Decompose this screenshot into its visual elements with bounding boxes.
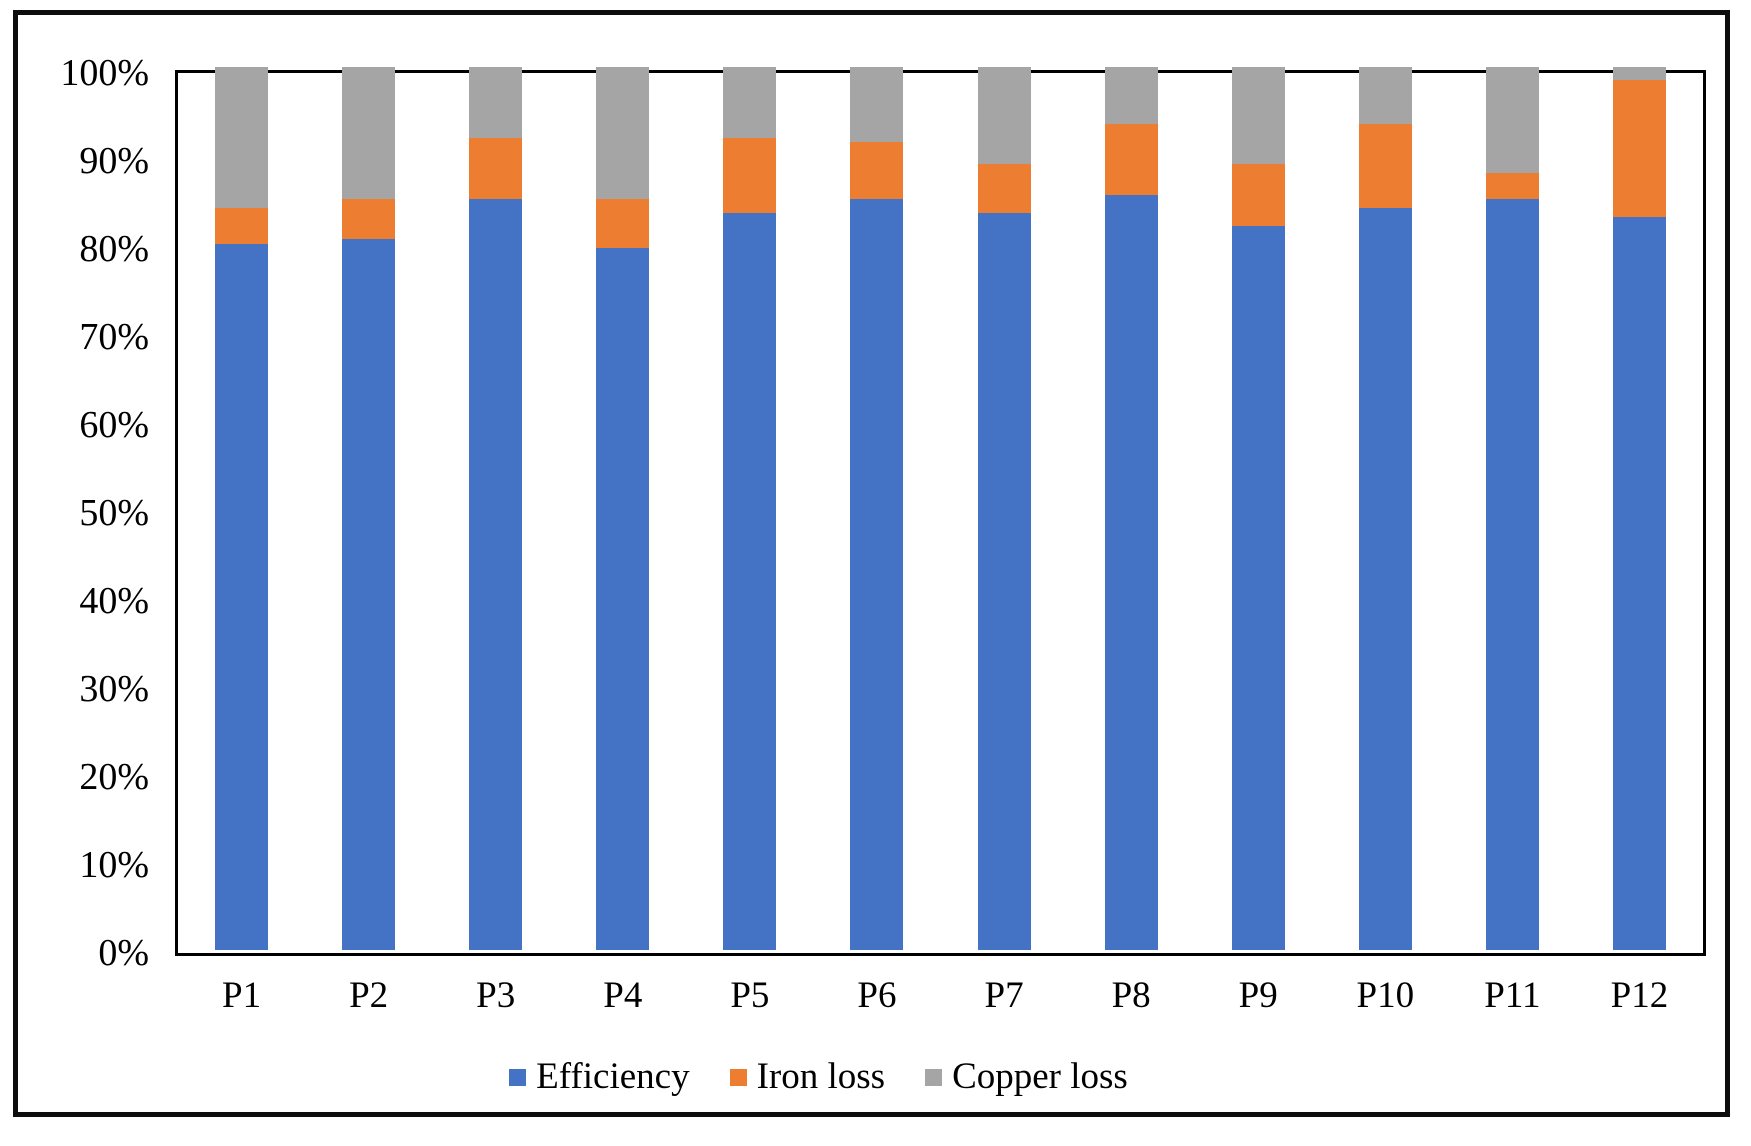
x-tick-label: P9 <box>1238 975 1278 1016</box>
x-tick-label: P10 <box>1356 975 1415 1016</box>
legend-item-copper-loss: Copper loss <box>925 1055 1128 1099</box>
bar-segment-iron-loss <box>1485 172 1539 200</box>
x-tick-label: P7 <box>984 975 1024 1016</box>
bar-p1 <box>215 67 269 950</box>
bar-segment-iron-loss <box>596 199 650 249</box>
bar-slot <box>305 67 432 953</box>
bar-segment-copper-loss <box>342 67 396 200</box>
y-tick-label: 20% <box>79 756 149 798</box>
bar-segment-efficiency <box>1231 225 1285 950</box>
legend-swatch-icon <box>509 1068 527 1086</box>
legend-label: Efficiency <box>536 1056 690 1097</box>
legend-label: Copper loss <box>952 1056 1128 1097</box>
bar-segment-copper-loss <box>1485 67 1539 173</box>
bar-p11 <box>1485 67 1539 950</box>
bar-slot <box>1068 67 1195 953</box>
x-axis: P1 P2 P3 P4 P5 P6 P7 P8 P9 P10 P11 P12 <box>178 956 1703 1016</box>
legend-label: Iron loss <box>756 1056 886 1097</box>
bar-segment-efficiency <box>596 248 650 950</box>
bar-segment-efficiency <box>342 239 396 950</box>
x-tick-label: P11 <box>1484 975 1541 1016</box>
bar-slot <box>940 67 1067 953</box>
y-tick-label: 30% <box>79 668 149 710</box>
bar-segment-copper-loss <box>850 67 904 143</box>
y-tick-label: 90% <box>79 140 149 182</box>
plot-bars <box>178 67 1703 953</box>
y-tick-label: 50% <box>79 492 149 534</box>
bar-segment-iron-loss <box>977 164 1031 213</box>
plot-area <box>175 67 1706 956</box>
bar-slot <box>686 67 813 953</box>
bar-segment-copper-loss <box>1612 67 1666 81</box>
bar-segment-iron-loss <box>723 137 777 213</box>
y-axis: 0% 10% 20% 30% 40% 50% 60% 70% 80% 90% 100% <box>18 52 149 974</box>
bar-segment-copper-loss <box>723 67 777 138</box>
y-tick-label: 40% <box>79 580 149 622</box>
bar-segment-iron-loss <box>1231 164 1285 226</box>
bar-slot <box>1195 67 1322 953</box>
chart-outer-frame: 0% 10% 20% 30% 40% 50% 60% 70% 80% 90% 100% P1 P2 P3… <box>13 10 1730 1117</box>
bar-segment-iron-loss <box>1358 124 1412 209</box>
bar-p12 <box>1612 67 1666 950</box>
legend-item-iron-loss: Iron loss <box>729 1055 886 1099</box>
bar-segment-efficiency <box>850 199 904 950</box>
bar-p3 <box>469 67 523 950</box>
bar-segment-efficiency <box>1612 217 1666 950</box>
bar-segment-copper-loss <box>1104 67 1158 125</box>
bar-slot <box>1576 67 1703 953</box>
bar-p4 <box>596 67 650 950</box>
x-tick-label: P3 <box>476 975 516 1016</box>
bar-p7 <box>977 67 1031 950</box>
bar-p2 <box>342 67 396 950</box>
bar-segment-iron-loss <box>850 142 904 200</box>
bar-segment-copper-loss <box>469 67 523 138</box>
bar-slot <box>432 67 559 953</box>
y-tick-label: 100% <box>60 52 149 94</box>
bar-segment-copper-loss <box>1231 67 1285 165</box>
bar-slot <box>1449 67 1576 953</box>
bar-segment-efficiency <box>723 212 777 950</box>
bar-slot <box>1322 67 1449 953</box>
x-tick-label: P1 <box>221 975 262 1016</box>
bar-segment-efficiency <box>469 199 523 950</box>
x-tick-label: P5 <box>730 975 770 1016</box>
legend: Efficiency Iron loss Copper loss <box>18 1055 1751 1099</box>
bar-segment-efficiency <box>1358 208 1412 950</box>
bar-segment-iron-loss <box>1104 124 1158 196</box>
bar-p8 <box>1104 67 1158 950</box>
bar-p10 <box>1358 67 1412 950</box>
bar-segment-efficiency <box>1104 195 1158 950</box>
bar-segment-iron-loss <box>1612 80 1666 218</box>
y-tick-label: 60% <box>79 404 149 446</box>
bar-segment-iron-loss <box>469 137 523 200</box>
y-tick-label: 0% <box>98 932 149 974</box>
x-tick-label: P4 <box>603 975 643 1016</box>
bar-segment-iron-loss <box>215 208 269 244</box>
bar-segment-efficiency <box>977 212 1031 950</box>
bar-slot <box>559 67 686 953</box>
y-tick-label: 70% <box>79 316 149 358</box>
legend-swatch-icon <box>729 1068 747 1086</box>
y-tick-label: 80% <box>79 228 149 270</box>
x-tick-label: P8 <box>1111 975 1151 1016</box>
bar-slot <box>813 67 940 953</box>
x-tick-label: P2 <box>349 975 389 1016</box>
bar-slot <box>178 67 305 953</box>
bar-p6 <box>850 67 904 950</box>
bar-segment-iron-loss <box>342 199 396 240</box>
bar-segment-efficiency <box>1485 199 1539 950</box>
bar-segment-copper-loss <box>215 67 269 209</box>
bar-segment-copper-loss <box>1358 67 1412 125</box>
bar-p5 <box>723 67 777 950</box>
bar-segment-efficiency <box>215 243 269 950</box>
bar-p9 <box>1231 67 1285 950</box>
bar-segment-copper-loss <box>596 67 650 200</box>
legend-swatch-icon <box>925 1068 943 1086</box>
x-tick-label: P6 <box>857 975 897 1016</box>
legend-item-efficiency: Efficiency <box>509 1055 690 1099</box>
x-tick-label: P12 <box>1610 975 1669 1016</box>
y-tick-label: 10% <box>79 844 149 886</box>
bar-segment-copper-loss <box>977 67 1031 165</box>
